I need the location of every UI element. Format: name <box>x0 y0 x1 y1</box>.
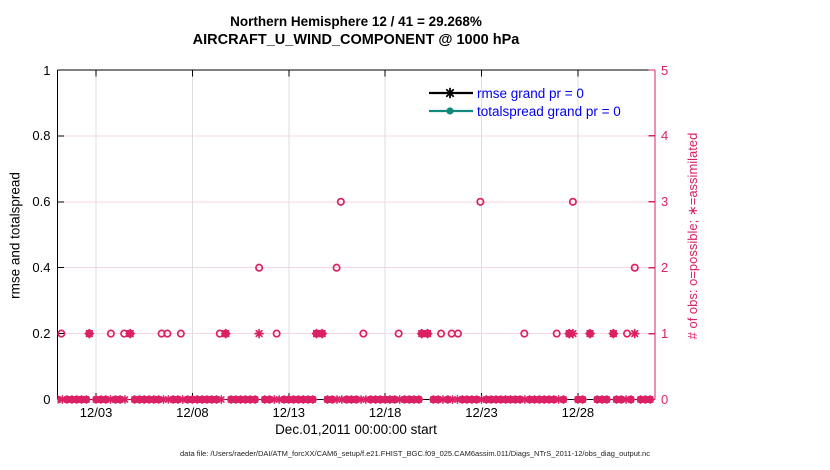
y-right-tick-label: 5 <box>661 62 669 78</box>
y-left-tick-label: 1 <box>43 62 51 78</box>
x-tick-label: 12/18 <box>368 404 402 420</box>
y-left-tick-label: 0.4 <box>32 260 51 276</box>
legend-item-totalspread: totalspread grand pr = 0 <box>428 102 621 120</box>
y-left-tick-label: 0 <box>43 392 51 407</box>
x-tick-label: 12/03 <box>79 404 113 420</box>
x-tick-label: 12/28 <box>561 404 595 420</box>
y-left-tick-label: 0.6 <box>32 194 51 210</box>
plot-title-line2: AIRCRAFT_U_WIND_COMPONENT @ 1000 hPa <box>192 32 520 48</box>
y-right-tick-label: 1 <box>661 326 669 342</box>
y-right-tick-label: 0 <box>661 392 669 407</box>
y-right-tick-label: 2 <box>661 260 669 276</box>
y-right-tick-label: 4 <box>661 128 669 144</box>
x-tick-label: 12/13 <box>272 404 306 420</box>
legend-label-totalspread: totalspread grand pr = 0 <box>477 103 621 119</box>
totalspread-line-circle-icon <box>429 107 473 115</box>
legend-item-rmse: rmse grand pr = 0 <box>428 84 621 102</box>
y-left-tick-label: 0.8 <box>32 128 51 144</box>
y-right-tick-label: 3 <box>661 194 669 210</box>
x-axis-label: Dec.01,2011 00:00:00 start <box>275 422 437 437</box>
plot-title-line1: Northern Hemisphere 12 / 41 = 29.268% <box>230 14 482 29</box>
y-left-tick-label: 0.2 <box>32 326 51 342</box>
rmse-line-asterisk-icon <box>429 87 473 99</box>
x-tick-label: 12/08 <box>176 404 209 420</box>
x-tick-label: 12/23 <box>465 404 498 420</box>
legend: rmse grand pr = 0 totalspread grand pr =… <box>428 84 621 120</box>
data-file-note: data file: /Users/raeder/DAI/ATM_forcXX/… <box>180 449 650 458</box>
legend-label-rmse: rmse grand pr = 0 <box>477 85 584 101</box>
